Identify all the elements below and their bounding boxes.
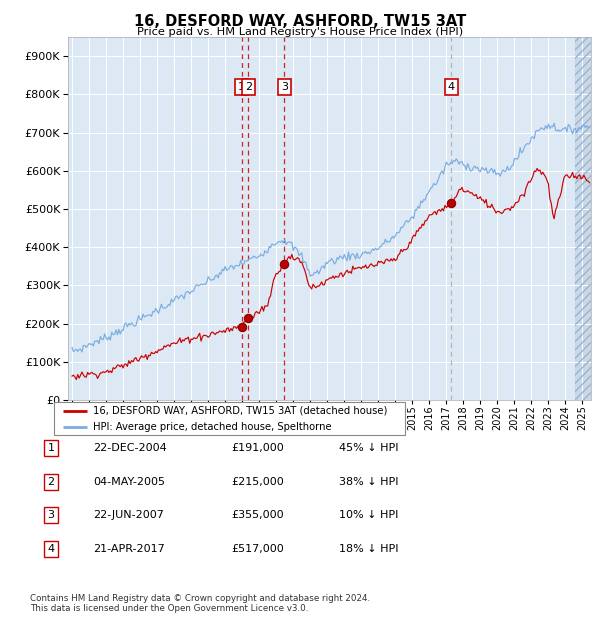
Text: 22-DEC-2004: 22-DEC-2004 bbox=[93, 443, 167, 453]
Text: 4: 4 bbox=[448, 82, 455, 92]
Text: 10% ↓ HPI: 10% ↓ HPI bbox=[339, 510, 398, 520]
Bar bbox=[575, 37, 591, 400]
Text: 16, DESFORD WAY, ASHFORD, TW15 3AT: 16, DESFORD WAY, ASHFORD, TW15 3AT bbox=[134, 14, 466, 29]
Text: 4: 4 bbox=[47, 544, 55, 554]
Text: 21-APR-2017: 21-APR-2017 bbox=[93, 544, 165, 554]
Text: 3: 3 bbox=[281, 82, 288, 92]
Text: 16, DESFORD WAY, ASHFORD, TW15 3AT (detached house): 16, DESFORD WAY, ASHFORD, TW15 3AT (deta… bbox=[92, 405, 387, 415]
Text: 22-JUN-2007: 22-JUN-2007 bbox=[93, 510, 164, 520]
Text: £355,000: £355,000 bbox=[231, 510, 284, 520]
Text: £517,000: £517,000 bbox=[231, 544, 284, 554]
Text: Contains HM Land Registry data © Crown copyright and database right 2024.: Contains HM Land Registry data © Crown c… bbox=[30, 593, 370, 603]
Text: 04-MAY-2005: 04-MAY-2005 bbox=[93, 477, 165, 487]
Text: 45% ↓ HPI: 45% ↓ HPI bbox=[339, 443, 398, 453]
Text: 2: 2 bbox=[245, 82, 252, 92]
Text: 2: 2 bbox=[47, 477, 55, 487]
Text: 38% ↓ HPI: 38% ↓ HPI bbox=[339, 477, 398, 487]
Text: 3: 3 bbox=[47, 510, 55, 520]
Text: £215,000: £215,000 bbox=[231, 477, 284, 487]
Text: £191,000: £191,000 bbox=[231, 443, 284, 453]
Text: 1: 1 bbox=[47, 443, 55, 453]
Text: Price paid vs. HM Land Registry's House Price Index (HPI): Price paid vs. HM Land Registry's House … bbox=[137, 27, 463, 37]
Text: HPI: Average price, detached house, Spelthorne: HPI: Average price, detached house, Spel… bbox=[92, 422, 331, 432]
Text: 1: 1 bbox=[238, 82, 245, 92]
Text: This data is licensed under the Open Government Licence v3.0.: This data is licensed under the Open Gov… bbox=[30, 603, 308, 613]
Text: 18% ↓ HPI: 18% ↓ HPI bbox=[339, 544, 398, 554]
Bar bbox=[575, 37, 591, 400]
